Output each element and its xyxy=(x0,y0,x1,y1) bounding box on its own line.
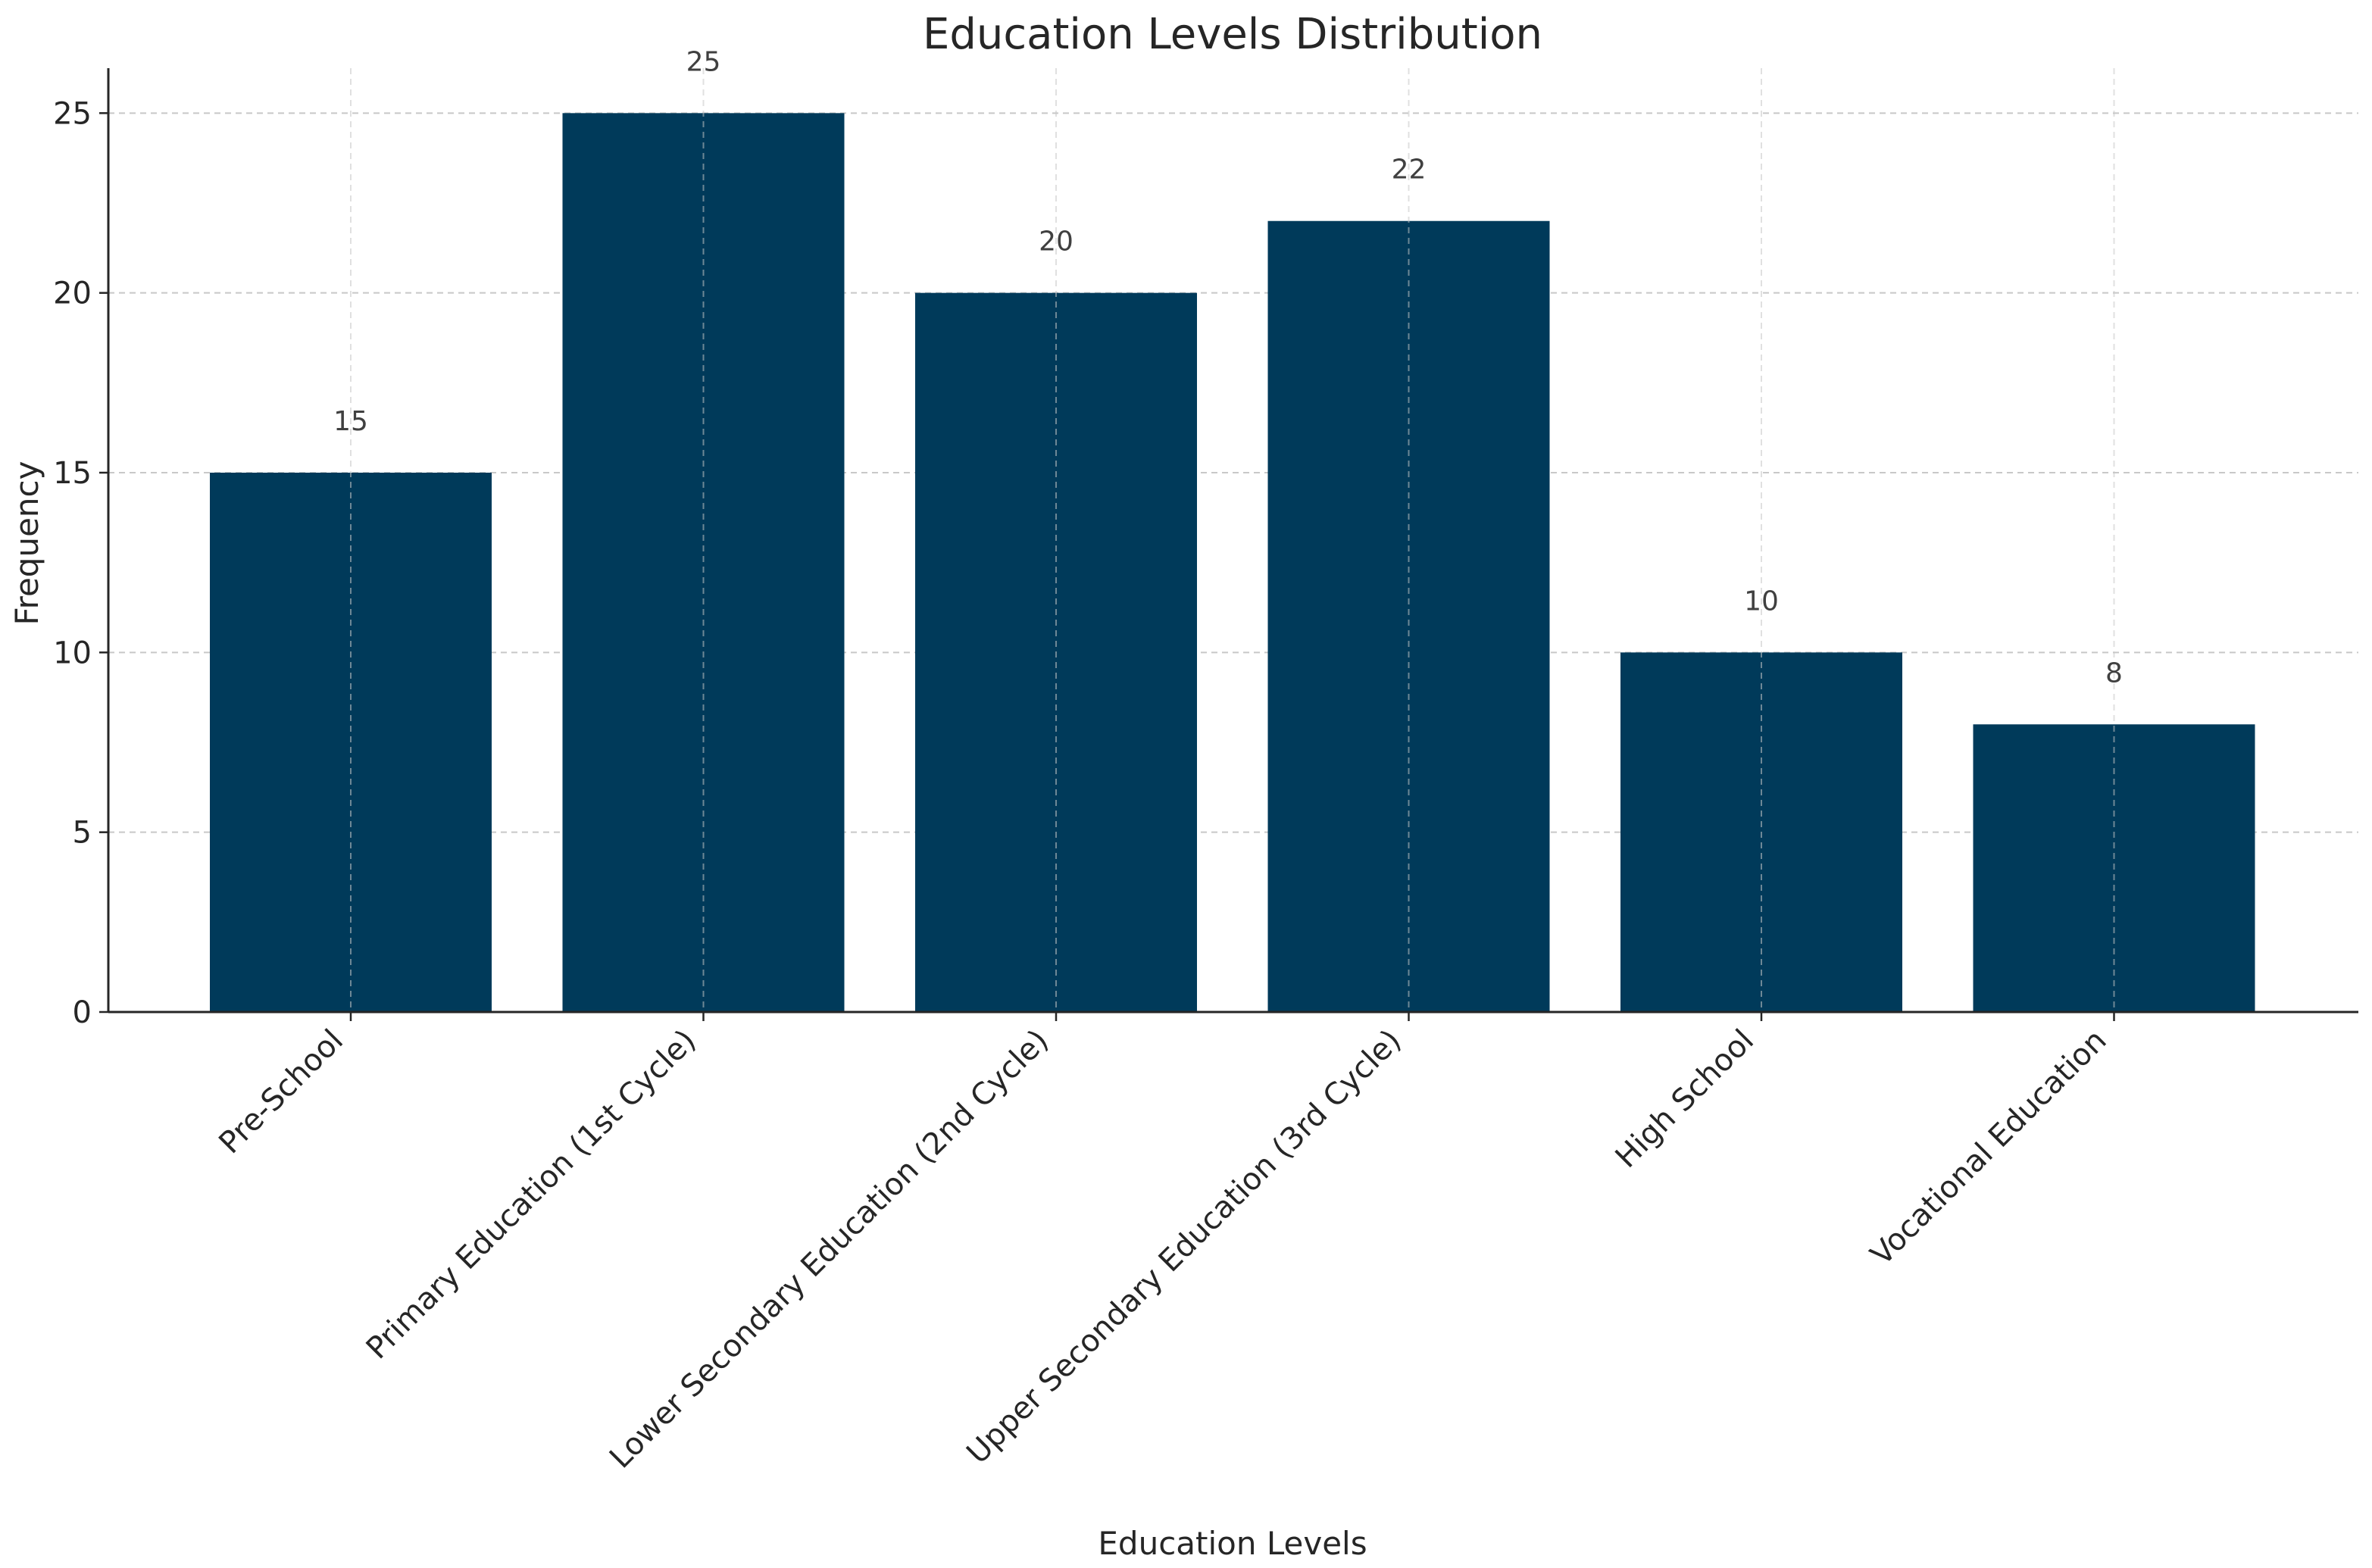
y-tick-label: 25 xyxy=(53,96,92,131)
x-axis-label: Education Levels xyxy=(1098,1525,1367,1562)
x-tick-label: Vocational Education xyxy=(1864,1023,2114,1273)
x-tick-label: Upper Secondary Education (3rd Cycle) xyxy=(960,1023,1408,1471)
chart-title: Education Levels Distribution xyxy=(923,10,1542,59)
data-label: 25 xyxy=(686,46,721,77)
x-axis-ticks: Pre-School Primary Education (1st Cycle)L… xyxy=(212,1012,2115,1476)
x-tick-label: Lower Secondary Education (2nd Cycle) xyxy=(603,1023,1055,1476)
y-tick-label: 0 xyxy=(73,995,92,1030)
data-label: 10 xyxy=(1744,586,1779,617)
y-tick-label: 10 xyxy=(53,636,92,670)
data-label: 15 xyxy=(333,406,368,437)
y-axis-label: Frequency xyxy=(8,461,45,626)
data-label: 22 xyxy=(1392,155,1427,186)
data-label: 20 xyxy=(1039,226,1073,258)
x-tick-label: High School xyxy=(1609,1023,1761,1175)
bar xyxy=(1267,220,1550,1012)
y-tick-label: 5 xyxy=(73,816,92,851)
y-tick-label: 15 xyxy=(53,456,92,491)
data-label: 8 xyxy=(2105,657,2123,689)
y-tick-label: 20 xyxy=(53,276,92,311)
x-tick-label: Pre-School xyxy=(212,1023,350,1161)
vertical-grid-lines xyxy=(350,68,2115,1012)
y-axis-ticks: 0 5 10 15 20 25 xyxy=(53,96,108,1030)
axes xyxy=(107,68,2358,1014)
bars xyxy=(210,113,2255,1013)
data-labels: 15 25 20 22 10 8 xyxy=(333,46,2123,689)
x-tick-label: Primary Education (1st Cycle) xyxy=(360,1023,703,1367)
